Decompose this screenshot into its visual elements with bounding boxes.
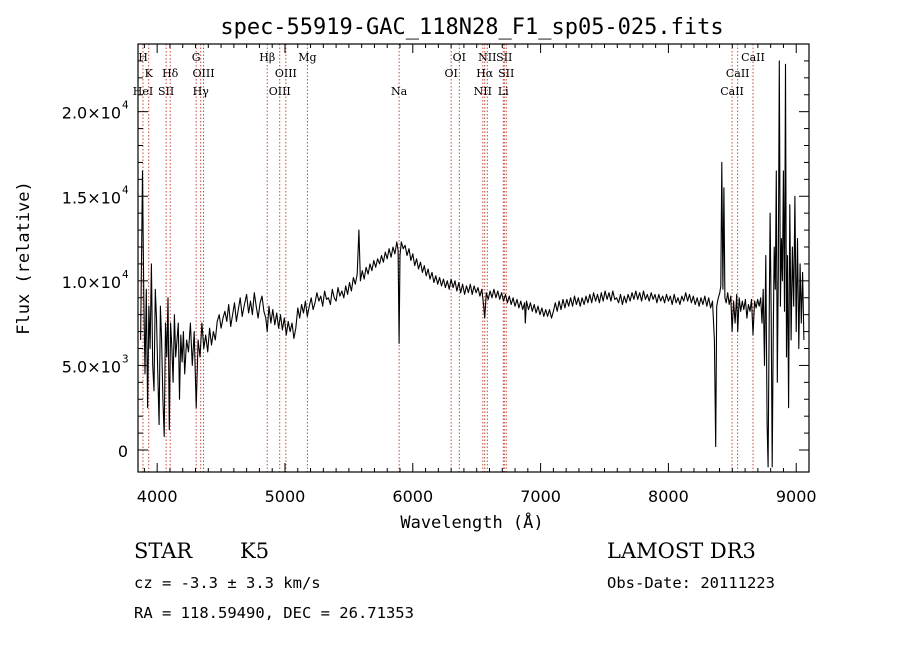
spectral-line-label: Hγ xyxy=(193,85,210,98)
y-tick-exponent: 3 xyxy=(122,352,129,365)
spectral-line-label: Hδ xyxy=(162,67,179,80)
spectral-line-label: SII xyxy=(498,67,514,80)
spectral-line-label: Na xyxy=(391,85,408,98)
x-tick-label: 8000 xyxy=(648,487,689,506)
spectral-line-label: SII xyxy=(496,51,512,64)
x-tick-label: 7000 xyxy=(520,487,561,506)
spectral-line-label: CaII xyxy=(720,85,744,98)
flux-series-line xyxy=(140,60,805,468)
spectral-line-label: OI xyxy=(453,51,466,64)
survey-name: LAMOST DR3 xyxy=(607,539,756,563)
y-tick-label: 0 xyxy=(118,442,128,461)
x-tick-label: 9000 xyxy=(776,487,817,506)
spectral-line-label: Li xyxy=(498,85,509,98)
spectral-line-label: K xyxy=(145,67,154,80)
spectral-line-label: SII xyxy=(158,85,174,98)
spectral-line-label: OIII xyxy=(193,67,215,80)
y-axis-label: Flux (relative) xyxy=(14,181,34,335)
y-tick-label: 1.5×10 xyxy=(62,188,121,207)
chart-title: spec-55919-GAC_118N28_F1_sp05-025.fits xyxy=(220,15,723,40)
spectral-line-markers xyxy=(142,44,754,472)
spectral-line-label: OIII xyxy=(269,85,291,98)
obs-date: Obs-Date: 20111223 xyxy=(607,574,775,592)
x-tick-label: 5000 xyxy=(265,487,306,506)
spectral-line-label: HeI xyxy=(133,85,153,98)
y-tick-exponent: 4 xyxy=(122,183,129,196)
x-axis-label: Wavelength (Å) xyxy=(400,511,543,533)
redshift-text: cz = -3.3 ± 3.3 km/s xyxy=(134,574,321,592)
subclass: K5 xyxy=(240,539,270,563)
plot-frame xyxy=(137,43,810,473)
x-tick-label: 4000 xyxy=(137,487,178,506)
spectral-line-label: G xyxy=(192,51,201,64)
y-tick-exponent: 4 xyxy=(122,99,129,112)
spectral-line-label: OI xyxy=(444,67,457,80)
y-axis-ticks: 05.0×10 31.0×10 41.5×10 42.0×10 4 xyxy=(62,60,809,461)
coordinates: RA = 118.59490, DEC = 26.71353 xyxy=(134,604,414,622)
spectral-line-label: Hα xyxy=(476,67,494,80)
spectral-line-label: CaII xyxy=(726,67,750,80)
spectral-line-label: Hβ xyxy=(259,51,275,64)
x-axis-ticks: 4000 5000 6000 7000 8000 9000 xyxy=(137,44,817,506)
x-tick-label: 6000 xyxy=(392,487,433,506)
y-tick-label: 1.0×10 xyxy=(62,273,121,292)
y-tick-exponent: 4 xyxy=(122,268,129,281)
spectral-line-label: NII xyxy=(474,85,492,98)
spectral-line-label: OIII xyxy=(275,67,297,80)
spectral-line-label: CaII xyxy=(741,51,765,64)
spectral-line-label: H xyxy=(138,51,148,64)
spectral-line-label: Mg xyxy=(298,51,316,64)
object-type: STAR xyxy=(134,539,193,563)
y-tick-label: 2.0×10 xyxy=(62,104,121,123)
y-tick-label: 5.0×10 xyxy=(62,357,121,376)
spectral-line-label: NII xyxy=(478,51,496,64)
